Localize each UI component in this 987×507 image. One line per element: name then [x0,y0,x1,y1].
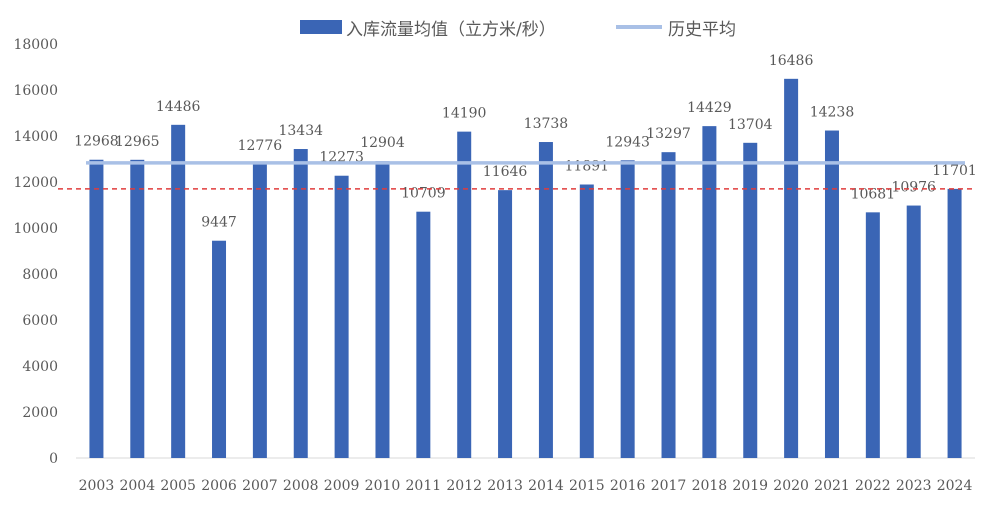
x-tick-label: 2017 [651,478,687,494]
bar-value-label: 14238 [810,105,855,121]
legend-bar-swatch [300,20,342,34]
y-tick-label: 16000 [13,83,58,99]
bar [538,142,553,458]
x-tick-label: 2016 [610,478,646,494]
bar-value-label: 9447 [201,215,237,231]
bar [171,124,186,459]
x-tick-label: 2011 [406,478,442,494]
bar [416,211,431,458]
bar [784,78,799,459]
y-tick-label: 4000 [22,359,58,375]
legend-item-average: 历史平均 [616,14,736,40]
bar [947,188,962,458]
x-tick-label: 2006 [201,478,237,494]
bar-value-label: 11701 [932,163,977,179]
y-tick-label: 6000 [22,313,58,329]
chart-legend: 入库流量均值（立方米/秒） 历史平均 [0,14,987,40]
bar [743,142,758,459]
bar-value-label: 14190 [442,106,487,122]
bar [865,212,880,458]
x-tick-label: 2007 [242,478,278,494]
bar-value-label: 12943 [605,134,650,150]
x-tick-label: 2010 [365,478,401,494]
bar-value-label: 13704 [728,117,773,133]
x-tick-label: 2021 [814,478,850,494]
bar-value-label: 12965 [115,134,160,150]
bar-value-label: 13434 [278,123,323,139]
x-tick-label: 2005 [160,478,196,494]
bar [661,152,676,458]
y-tick-label: 14000 [13,129,58,145]
bar-value-label: 11891 [565,159,610,175]
x-tick-label: 2015 [569,478,605,494]
legend-line-swatch [616,25,662,29]
x-tick-label: 2013 [487,478,523,494]
bar [620,160,635,458]
x-tick-label: 2022 [855,478,891,494]
y-tick-label: 10000 [13,221,58,237]
bar [375,161,390,458]
bar-value-label: 12904 [360,135,405,151]
bar [130,159,145,458]
bar-value-label: 14429 [687,100,732,116]
bar-value-label: 16486 [769,53,814,69]
y-tick-label: 0 [49,451,58,467]
bar-value-label: 13297 [646,126,691,142]
bar-value-label: 11646 [483,164,528,180]
bar-value-label: 12776 [238,138,283,154]
bar [212,240,227,458]
x-tick-label: 2012 [446,478,482,494]
y-tick-label: 18000 [13,37,58,53]
y-tick-label: 2000 [22,405,58,421]
legend-item-bar: 入库流量均值（立方米/秒） [300,14,556,40]
bar-value-label: 10709 [401,186,446,202]
bar-value-label: 14486 [156,99,201,115]
x-tick-label: 2014 [528,478,564,494]
x-tick-label: 2009 [324,478,360,494]
bar [457,131,472,458]
bar [702,126,717,459]
bar [579,184,594,458]
x-tick-label: 2024 [937,478,973,494]
bar-value-label: 13738 [524,116,569,132]
y-tick-label: 8000 [22,267,58,283]
bar [824,130,839,458]
bar [89,159,104,458]
x-tick-label: 2023 [896,478,932,494]
x-tick-label: 2008 [283,478,319,494]
bar [498,190,513,458]
bar-value-label: 10976 [891,180,936,196]
bar [334,175,349,458]
x-tick-label: 2019 [732,478,768,494]
bar [906,205,921,458]
x-tick-label: 2004 [119,478,155,494]
bar [293,149,308,458]
x-tick-label: 2018 [692,478,728,494]
legend-bar-label: 入库流量均值（立方米/秒） [346,19,556,40]
x-tick-label: 2020 [773,478,809,494]
legend-line-label: 历史平均 [668,19,736,40]
bar [252,164,267,459]
bar-value-label: 12968 [74,134,119,150]
bar-value-label: 10681 [851,186,896,202]
x-tick-label: 2003 [79,478,115,494]
y-tick-label: 12000 [13,175,58,191]
